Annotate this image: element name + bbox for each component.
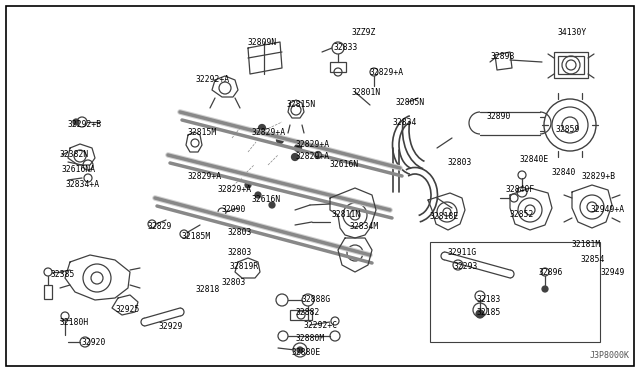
Text: 32925: 32925 bbox=[116, 305, 140, 314]
Text: 32833: 32833 bbox=[334, 43, 358, 52]
Text: 32880E: 32880E bbox=[292, 348, 321, 357]
Text: 32616N: 32616N bbox=[330, 160, 359, 169]
Text: 32834+A: 32834+A bbox=[66, 180, 100, 189]
Text: 32803: 32803 bbox=[228, 228, 252, 237]
Bar bbox=[430, 242, 600, 342]
Bar bbox=[330, 62, 346, 72]
Circle shape bbox=[291, 154, 298, 160]
Text: 32852: 32852 bbox=[510, 210, 534, 219]
Circle shape bbox=[297, 347, 303, 353]
Bar bbox=[558, 56, 584, 74]
Text: 32803: 32803 bbox=[222, 278, 246, 287]
Text: 32292+B: 32292+B bbox=[68, 120, 102, 129]
Text: 32829+A: 32829+A bbox=[188, 172, 222, 181]
Text: 32293: 32293 bbox=[454, 262, 478, 271]
Text: 32803: 32803 bbox=[448, 158, 472, 167]
Circle shape bbox=[294, 144, 301, 151]
Text: 32385: 32385 bbox=[51, 270, 76, 279]
Circle shape bbox=[269, 202, 275, 208]
Text: 32805N: 32805N bbox=[396, 98, 425, 107]
Text: 32819R: 32819R bbox=[230, 262, 259, 271]
Circle shape bbox=[542, 286, 548, 292]
Text: 32801N: 32801N bbox=[352, 88, 381, 97]
Circle shape bbox=[476, 310, 484, 318]
Text: 32840F: 32840F bbox=[506, 185, 535, 194]
Text: 32888G: 32888G bbox=[302, 295, 332, 304]
Text: 32090: 32090 bbox=[222, 205, 246, 214]
Circle shape bbox=[276, 137, 284, 144]
Text: 32181M: 32181M bbox=[572, 240, 601, 249]
Text: 32840E: 32840E bbox=[520, 155, 549, 164]
Text: 32815N: 32815N bbox=[287, 100, 316, 109]
Circle shape bbox=[259, 125, 266, 131]
Text: 32829: 32829 bbox=[148, 222, 172, 231]
Text: 32854: 32854 bbox=[581, 255, 605, 264]
Text: 32949: 32949 bbox=[601, 268, 625, 277]
Bar bbox=[554, 52, 588, 78]
Text: 32292+A: 32292+A bbox=[196, 75, 230, 84]
Text: 32829+A: 32829+A bbox=[218, 185, 252, 194]
Bar bbox=[44, 285, 52, 299]
Text: 32829+B: 32829+B bbox=[582, 172, 616, 181]
Text: 32803: 32803 bbox=[228, 248, 252, 257]
Text: 32920: 32920 bbox=[82, 338, 106, 347]
Text: 32818: 32818 bbox=[196, 285, 220, 294]
Text: 32949+A: 32949+A bbox=[591, 205, 625, 214]
Text: 32829+A: 32829+A bbox=[296, 152, 330, 161]
Text: 32840: 32840 bbox=[552, 168, 577, 177]
Text: 34130Y: 34130Y bbox=[558, 28, 588, 37]
Circle shape bbox=[245, 182, 251, 188]
Text: J3P8000K: J3P8000K bbox=[590, 351, 630, 360]
Text: 3ZZ9Z: 3ZZ9Z bbox=[352, 28, 376, 37]
Text: 32896: 32896 bbox=[539, 268, 563, 277]
Text: 32183: 32183 bbox=[477, 295, 501, 304]
Text: 32880M: 32880M bbox=[296, 334, 325, 343]
Text: 32829+A: 32829+A bbox=[252, 128, 286, 137]
Bar bbox=[290, 310, 312, 320]
Text: 32616N: 32616N bbox=[252, 195, 281, 204]
Text: 32815M: 32815M bbox=[188, 128, 217, 137]
Text: 32818E: 32818E bbox=[430, 212, 460, 221]
Text: 32929: 32929 bbox=[159, 322, 184, 331]
Circle shape bbox=[255, 192, 261, 198]
Text: 32890: 32890 bbox=[487, 112, 511, 121]
Text: 32911G: 32911G bbox=[448, 248, 477, 257]
Text: 32859: 32859 bbox=[556, 125, 580, 134]
Circle shape bbox=[73, 119, 79, 125]
Text: 32882: 32882 bbox=[296, 308, 321, 317]
Text: 32898: 32898 bbox=[491, 52, 515, 61]
Text: 32834M: 32834M bbox=[350, 222, 380, 231]
Text: 32180H: 32180H bbox=[60, 318, 89, 327]
Text: 32809N: 32809N bbox=[248, 38, 277, 47]
Text: 32185: 32185 bbox=[477, 308, 501, 317]
Circle shape bbox=[314, 151, 321, 158]
Text: 32829+A: 32829+A bbox=[370, 68, 404, 77]
Text: 32829+A: 32829+A bbox=[296, 140, 330, 149]
Text: 32616NA: 32616NA bbox=[62, 165, 96, 174]
Text: 32834: 32834 bbox=[393, 118, 417, 127]
Text: 32185M: 32185M bbox=[182, 232, 211, 241]
Text: 32292+C: 32292+C bbox=[304, 321, 338, 330]
Text: 32382N: 32382N bbox=[60, 150, 89, 159]
Text: 32811N: 32811N bbox=[332, 210, 361, 219]
